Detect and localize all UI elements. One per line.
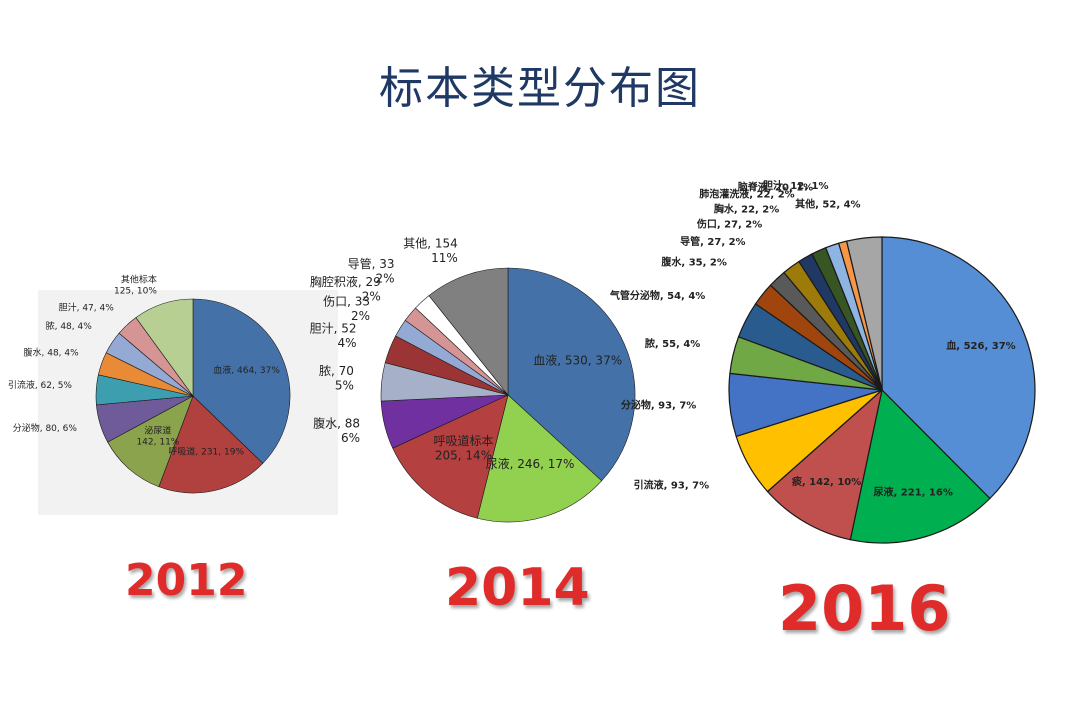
slice-label-2014-7: 胸腔积液, 29 2% [310, 274, 381, 303]
slice-label-2014-6: 伤口, 33 2% [323, 295, 370, 323]
pie-chart-2014-svg: 血液, 530, 37% 尿液, 246, 17%呼吸道标本 205, 14% 腹水,… [310, 237, 636, 523]
pie-slice-2016-2 [766, 388, 883, 541]
slice-label-2012-6: 脓, 48, 4% [46, 320, 93, 332]
slice-label-2012-3: 分泌物, 80, 6% [13, 422, 78, 434]
slice-label-2014-5: 胆汁, 52 4% [310, 322, 357, 350]
slice-label-2012-7: 胆汁, 47, 4% [59, 302, 115, 314]
slice-label-2016-5: 脓, 55, 4% [644, 337, 700, 350]
slice-label-2016-10: 胸水, 22, 2% [714, 203, 779, 216]
pie-chart-2016: 血, 526, 37% 尿液, 221, 16% 痰, 142, 10% 引流液, 9… [609, 179, 1070, 560]
pie-slice-2012-1 [158, 395, 264, 494]
pie-chart-2012-svg: 血液, 464, 37% 呼吸道, 231, 19%泌尿道 142, 11% 分泌物,… [8, 274, 338, 515]
slice-label-2016-3: 引流液, 93, 7% [634, 478, 709, 491]
slice-label-2014-2: 呼吸道标本 205, 14% [433, 434, 493, 462]
pie-slice-2016-1 [849, 388, 991, 544]
slice-label-2012-0: 血液, 464, 37% [213, 364, 280, 376]
slice-label-2016-2: 痰, 142, 10% [792, 475, 861, 488]
slice-label-2016-1: 尿液, 221, 16% [874, 486, 953, 499]
slice-label-2016-7: 腹水, 35, 2% [661, 256, 726, 269]
slice-label-2014-1: 尿液, 246, 17% [486, 456, 575, 471]
slice-label-2016-4: 分泌物, 93, 7% [621, 399, 696, 412]
slice-label-2016-12: 脑脊液, 20, 1% [738, 180, 813, 193]
pie-slice-2014-2 [392, 394, 509, 519]
slice-label-2012-8: 其他标本 125, 10% [114, 274, 157, 297]
year-label-2016: 2016 [778, 572, 951, 645]
slice-label-2016-14: 其他, 52, 4% [795, 198, 860, 211]
year-label-2012: 2012 [125, 555, 248, 606]
page-title: 标本类型分布图 [379, 63, 701, 114]
slice-label-2012-5: 腹水, 48, 4% [24, 346, 80, 358]
pie-slice-2016-14 [845, 236, 883, 391]
slice-label-2014-9: 其他, 154 11% [403, 237, 458, 265]
slice-label-2016-6: 气管分泌物, 54, 4% [609, 289, 705, 302]
slice-label-2016-9: 伤口, 27, 2% [696, 217, 762, 230]
slice-label-2012-1: 呼吸道, 231, 19% [168, 446, 244, 458]
pie-chart-2016-svg: 血, 526, 37% 尿液, 221, 16% 痰, 142, 10% 引流液, 9… [609, 179, 1036, 544]
slice-label-2016-8: 导管, 27, 2% [680, 235, 745, 248]
slice-label-2014-8: 导管, 33 2% [348, 256, 395, 285]
slice-label-2016-0: 血, 526, 37% [946, 339, 1015, 352]
pie-slice-2014-0 [507, 267, 636, 482]
slice-label-2014-4: 脓, 70 5% [319, 363, 354, 392]
slice-label-2012-4: 引流液, 62, 5% [8, 379, 73, 391]
slice-label-2012-2: 泌尿道 142, 11% [136, 425, 179, 448]
pie-slice-2014-9 [428, 267, 509, 396]
pie-slice-2012-2 [107, 395, 194, 488]
year-label-2014: 2014 [445, 558, 590, 618]
pie-slice-2012-8 [135, 298, 194, 397]
pie-slice-2014-1 [476, 394, 603, 523]
slice-label-2014-0: 血液, 530, 37% [533, 352, 622, 367]
pie-slice-2012-0 [192, 298, 291, 464]
slice-label-2016-11: 肺泡灌洗液, 22, 2% [699, 188, 794, 201]
slice-label-2016-13: 胆汁, 12, 1% [763, 179, 828, 192]
pie-chart-2012: 血液, 464, 37% 呼吸道, 231, 19% 泌尿道 142, 11% 分泌物,… [8, 260, 340, 530]
pie-slice-2016-0 [881, 236, 1036, 500]
slice-label-2014-3: 腹水, 88 6% [313, 417, 360, 445]
pie-chart-2014: 血液, 530, 37% 尿液, 246, 17% 呼吸道标本 205, 14% 腹水,… [310, 237, 660, 540]
